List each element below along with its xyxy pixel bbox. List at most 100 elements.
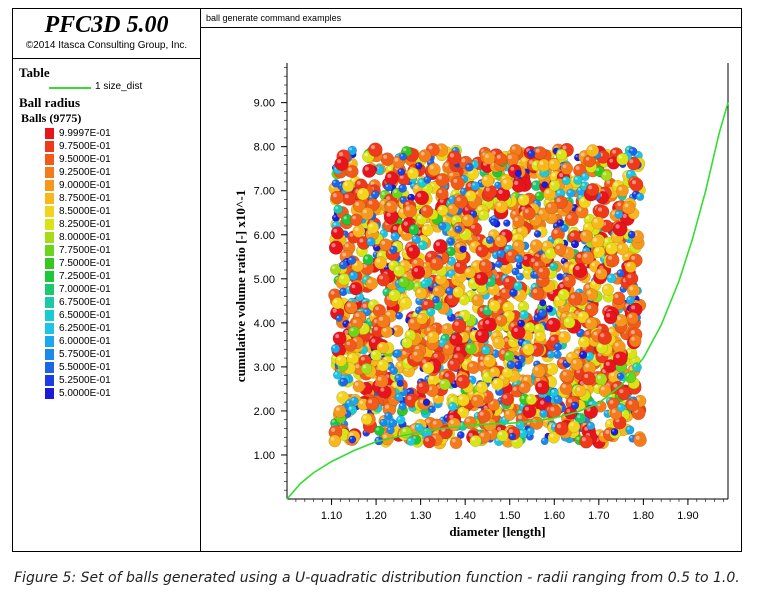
ball-highlight (406, 331, 410, 336)
ball-highlight (349, 233, 354, 237)
color-scale-label: 7.0000E-01 (59, 284, 111, 295)
ball (547, 158, 561, 171)
ball-highlight (355, 313, 360, 317)
ball-highlight (420, 151, 425, 156)
ball (477, 409, 491, 423)
ball-highlight (342, 252, 347, 257)
ball-highlight (444, 344, 449, 349)
color-swatch (45, 128, 54, 139)
ball (554, 421, 569, 436)
ball-highlight (367, 279, 372, 284)
ball-highlight (598, 344, 602, 348)
ball-highlight (588, 185, 593, 190)
ball (478, 209, 490, 221)
ball (338, 273, 351, 286)
ball-highlight (550, 160, 554, 165)
color-scale-label: 9.0000E-01 (59, 180, 111, 191)
ball-highlight (348, 406, 352, 410)
color-swatch (45, 375, 54, 386)
ball (525, 394, 537, 406)
y-tick-label: 4.00 (254, 318, 275, 330)
ball-highlight (427, 253, 432, 258)
color-scale-entry: 9.0000E-01 (45, 179, 197, 192)
ball (389, 366, 398, 375)
ball (549, 261, 559, 271)
ball-highlight (582, 183, 585, 187)
ball-highlight (481, 261, 486, 266)
ball-highlight (633, 192, 636, 195)
ball-highlight (585, 216, 590, 220)
ball-highlight (579, 313, 583, 317)
ball-highlight (332, 345, 336, 349)
ball (593, 245, 606, 259)
ball-highlight (344, 194, 349, 199)
ball-highlight (552, 424, 556, 428)
ball-highlight (343, 216, 347, 220)
ball-highlight (560, 333, 565, 338)
ball-highlight (581, 437, 586, 442)
ball-highlight (534, 367, 539, 371)
ball-highlight (572, 360, 577, 364)
ball-highlight (335, 334, 340, 339)
ball-highlight (391, 368, 394, 371)
ball-highlight (563, 177, 566, 181)
ball-highlight (403, 339, 407, 343)
ball-highlight (378, 343, 383, 348)
ball-highlight (576, 387, 581, 391)
ball-highlight (444, 163, 449, 167)
color-scale-entry: 7.7500E-01 (45, 244, 197, 257)
ball-highlight (337, 357, 341, 361)
ball-highlight (575, 265, 580, 271)
x-tick-label: 1.40 (454, 510, 475, 522)
ball-highlight (601, 386, 605, 391)
ball-highlight (582, 173, 585, 177)
ball-highlight (448, 271, 452, 274)
ball (633, 433, 647, 447)
ball (427, 162, 441, 177)
ball-highlight (359, 190, 363, 194)
ball (398, 276, 410, 288)
color-swatch (45, 336, 54, 347)
ball-highlight (433, 297, 436, 300)
ball (481, 174, 494, 188)
ball-highlight (550, 433, 554, 438)
ball (395, 415, 406, 425)
ball-highlight (631, 337, 635, 341)
legend-panel: PFC3D 5.00 ©2014 Itasca Consulting Group… (13, 9, 201, 551)
ball (616, 152, 629, 166)
ball-highlight (508, 429, 513, 433)
ball (423, 175, 432, 184)
ball-highlight (442, 217, 447, 221)
ball-highlight (381, 240, 386, 245)
ball-highlight (559, 283, 564, 288)
ball-highlight (380, 387, 385, 392)
ball-highlight (385, 413, 389, 416)
ball-highlight (354, 227, 359, 232)
ball-highlight (505, 411, 510, 415)
color-swatch (45, 388, 54, 399)
color-scale-label: 9.2500E-01 (59, 167, 111, 178)
ball-highlight (549, 236, 552, 240)
ball-highlight (409, 169, 413, 174)
ball-highlight (351, 284, 356, 289)
ball-highlight (471, 437, 476, 441)
ball-highlight (534, 315, 538, 318)
ball-highlight (494, 338, 499, 343)
ball (496, 429, 509, 442)
ball-highlight (408, 195, 411, 198)
color-scale-entry: 6.5000E-01 (45, 309, 197, 322)
ball-highlight (627, 427, 630, 430)
ball-highlight (593, 218, 598, 223)
ball-highlight (505, 278, 510, 283)
ball (564, 212, 579, 227)
ball-highlight (628, 400, 633, 405)
ball (362, 163, 377, 178)
ball-highlight (562, 384, 566, 388)
ball-highlight (400, 154, 403, 157)
ball (456, 393, 470, 407)
ball (453, 194, 468, 209)
ball (584, 317, 598, 330)
ball (349, 396, 359, 406)
ball-highlight (539, 268, 543, 273)
ball-highlight (485, 187, 490, 192)
